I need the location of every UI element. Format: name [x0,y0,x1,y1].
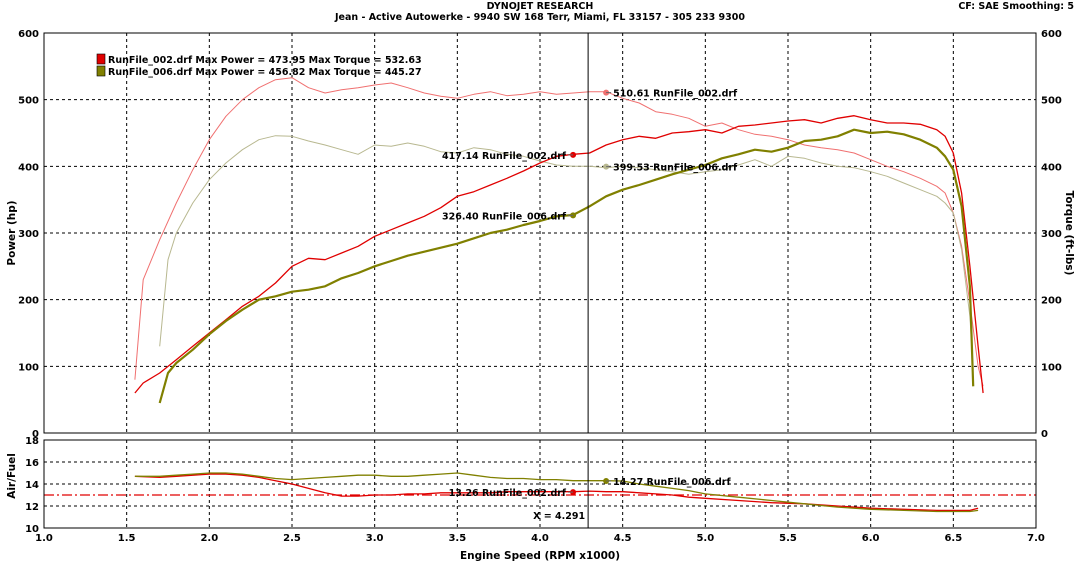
x-tick-label: 3.0 [366,533,384,544]
y-tick-label-left: 300 [18,229,39,240]
y-tick-label-airfuel: 18 [25,436,39,447]
y-tick-label-airfuel: 16 [25,458,39,469]
annotation-label: 326.40 RunFile_006.drf [442,211,567,222]
y-tick-label-airfuel: 12 [25,502,39,513]
annotation-label: 417.14 RunFile_002.drf [442,151,567,162]
x-tick-label: 5.0 [696,533,714,544]
y-tick-label-right: 400 [1041,162,1062,173]
axis-ticks: 1.0 1.5 2.0 2.5 3.0 3.5 4.0 4.5 5.0 5.5 6.0 6.5 7.0 0… [18,29,1062,544]
air-fuel-series [134,472,979,513]
chart-subtitle: Jean - Active Autowerke - 9940 SW 168 Te… [334,12,746,23]
series-line [134,472,979,513]
power-torque-grid [44,33,1036,433]
x-tick-label: 6.0 [862,533,880,544]
y-tick-label-airfuel: 14 [25,480,39,491]
y-tick-label-left: 600 [18,29,39,40]
x-tick-label: 4.0 [531,533,549,544]
y-tick-label-right: 0 [1041,429,1048,440]
legend-swatch [96,65,106,77]
chart-title: DYNOJET RESEARCH [486,1,594,12]
legend-label: RunFile_002.drf Max Power = 473.95 Max T… [108,55,422,66]
x-tick-label: 4.5 [614,533,632,544]
y-tick-label-right: 600 [1041,29,1062,40]
x-tick-label: 2.5 [283,533,301,544]
settings-label: CF: SAE Smoothing: 5 [958,1,1074,12]
x-tick-label: 1.5 [118,533,136,544]
y-axis-label-airfuel: Air/Fuel [6,453,18,499]
annotation-label: 13.26 RunFile_002.drf [449,488,567,499]
legend: RunFile_002.drf Max Power = 473.95 Max T… [96,53,422,78]
y-tick-label-left: 500 [18,96,39,107]
plot-frames [43,32,1037,529]
air-fuel-frame [43,439,1037,529]
y-tick-label-left: 200 [18,296,39,307]
y-axis-label-torque: Torque (ft-lbs) [1063,191,1075,276]
air-fuel-grid [44,440,1036,528]
annotation-label: 14.27 RunFile_006.drf [613,477,731,488]
y-tick-label-right: 300 [1041,229,1062,240]
legend-swatch [96,53,106,65]
annotation-label: 399.53 RunFile_006.drf [613,163,738,174]
cursor-label: X = 4.291 [533,511,585,522]
y-tick-label-left: 0 [32,429,39,440]
x-axis-label: Engine Speed (RPM x1000) [460,550,620,562]
series-line [134,77,984,387]
series-line [134,115,984,394]
y-tick-label-left: 400 [18,162,39,173]
x-tick-label: 2.0 [200,533,218,544]
x-tick-label: 1.0 [35,533,53,544]
series-line [159,135,974,370]
y-tick-label-airfuel: 10 [25,524,39,535]
y-tick-label-left: 100 [18,362,39,373]
power-torque-frame [43,32,1037,434]
x-tick-label: 6.5 [944,533,962,544]
power-torque-series [134,77,984,404]
series-line [134,473,979,512]
x-tick-label: 3.5 [448,533,466,544]
y-tick-label-right: 500 [1041,96,1062,107]
annotation-label: 510.61 RunFile_002.drf [613,89,738,100]
y-tick-label-right: 100 [1041,362,1062,373]
y-tick-label-right: 200 [1041,296,1062,307]
x-tick-label: 5.5 [779,533,797,544]
x-tick-label: 7.0 [1027,533,1045,544]
legend-label: RunFile_006.drf Max Power = 456.82 Max T… [108,67,422,78]
series-line [158,128,975,404]
annotations: X = 4.291 510.61 RunFile_002.drf 417.14 Ru… [442,33,738,528]
y-axis-label-power: Power (hp) [6,200,18,265]
